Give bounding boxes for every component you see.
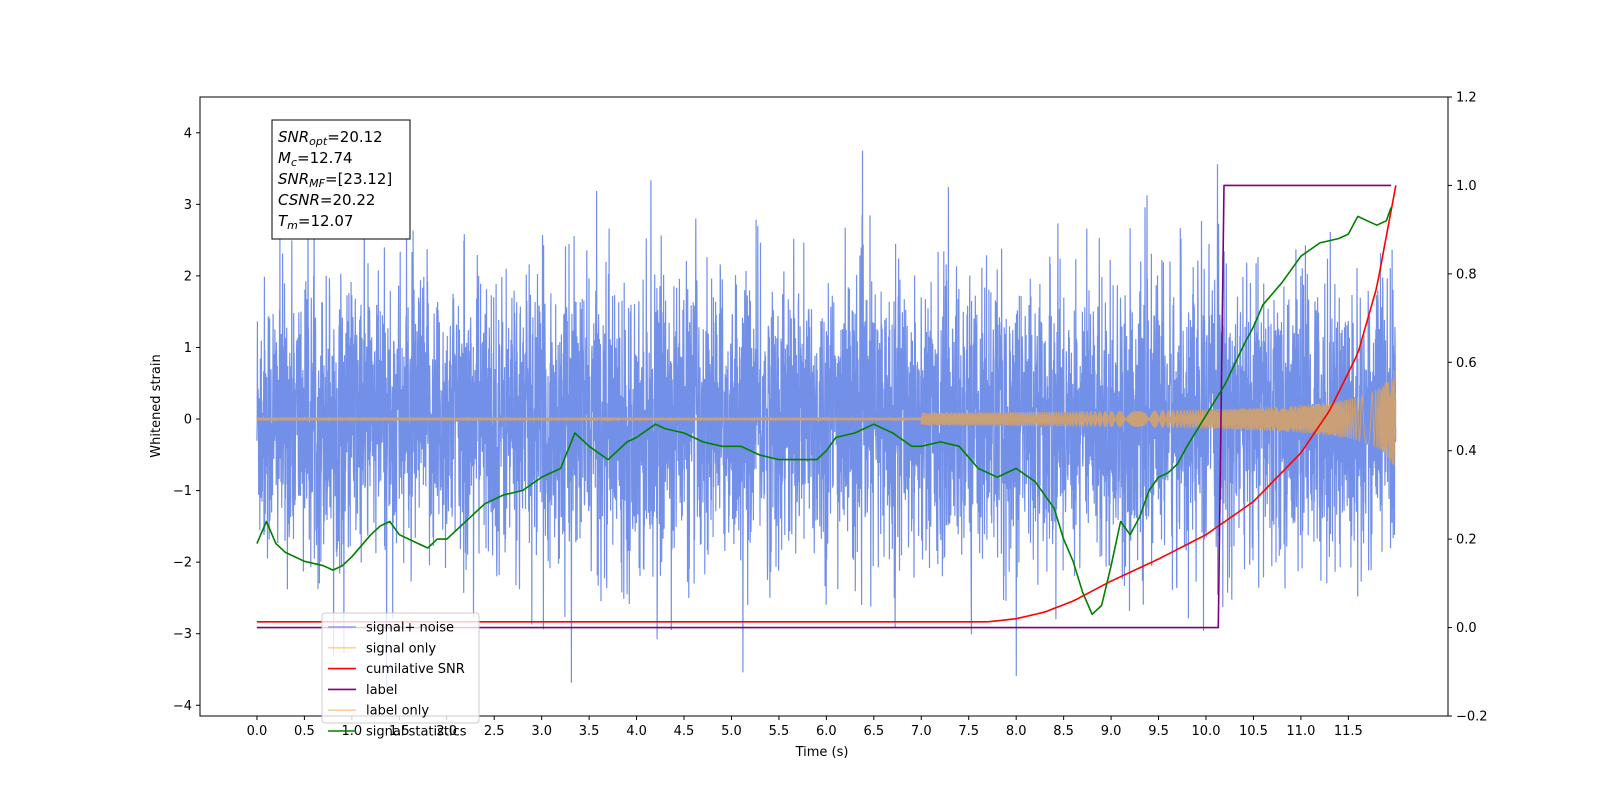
legend-label: signal+ noise: [366, 621, 454, 636]
x-tick-label: 11.0: [1286, 724, 1315, 739]
y-right-tick-label: 0.8: [1456, 267, 1477, 282]
series-signal-noise: [256, 150, 1397, 688]
y-left-tick-label: 3: [184, 198, 192, 213]
y-left-tick-label: −3: [173, 627, 192, 642]
legend-frame: [321, 612, 480, 724]
x-tick-label: 3.5: [579, 724, 600, 739]
y-right-tick-label: 0.6: [1456, 356, 1477, 371]
y-right-tick-label: 0.0: [1456, 621, 1477, 636]
annotation-line: Tm=12.07: [278, 212, 353, 232]
x-tick-label: 5.0: [721, 724, 742, 739]
y-left-tick-label: 0: [184, 413, 192, 428]
x-tick-label: 1.5: [389, 724, 410, 739]
y-left-tick-label: 4: [184, 126, 192, 141]
y-right-tick-label: −0.2: [1456, 710, 1488, 725]
y-left-tick-label: −2: [173, 556, 192, 571]
y-right-tick-label: 0.2: [1456, 533, 1477, 548]
x-tick-label: 10.5: [1239, 724, 1268, 739]
x-tick-label: 11.5: [1334, 724, 1363, 739]
x-tick-label: 10.0: [1192, 724, 1221, 739]
series-signal-only: [256, 370, 1397, 466]
legend-label: cumilative SNR: [366, 662, 465, 677]
annotation-frame: [271, 119, 411, 240]
legend-label: label: [366, 683, 397, 698]
annotation-line: SNRMF=[23.12]: [278, 170, 392, 190]
plot-frame: [199, 96, 1449, 717]
y-right-tick-label: 1.0: [1456, 179, 1477, 194]
series-signal-statistics: [256, 207, 1392, 616]
y-axis-label-left: Whitened strain: [149, 354, 164, 457]
x-tick-label: 0.5: [294, 724, 315, 739]
x-tick-label: 8.5: [1053, 724, 1074, 739]
y-left-tick-label: −1: [173, 484, 192, 499]
legend: signal+ noise signal only cumilative SNR la…: [321, 612, 480, 740]
x-tick-label: 4.5: [674, 724, 695, 739]
annotation-box: SNRopt=20.12Mc=12.74SNRMF=[23.12]CSNR=20…: [271, 119, 411, 240]
y-left-tick-label: −4: [173, 699, 192, 714]
annotation-line: CSNR=20.22: [278, 191, 375, 209]
annotation-line: SNRopt=20.12: [278, 128, 383, 148]
legend-label: signal only: [366, 641, 436, 656]
y-axis-right: 1.2 1.0 0.8 0.6 0.4 0.2 0.0 −0.2: [1448, 91, 1488, 725]
legend-label: label only: [366, 704, 429, 719]
x-tick-label: 2.5: [484, 724, 505, 739]
x-tick-label: 9.0: [1101, 724, 1122, 739]
x-tick-label: 9.5: [1148, 724, 1169, 739]
y-right-tick-label: 1.2: [1456, 91, 1477, 106]
legend-label: signal statistics: [366, 725, 467, 740]
y-right-tick-label: 0.4: [1456, 444, 1477, 459]
annotation-line: Mc=12.74: [278, 149, 353, 169]
x-tick-label: 8.0: [1006, 724, 1027, 739]
x-tick-label: 7.5: [958, 724, 979, 739]
x-tick-label: 2.0: [436, 724, 457, 739]
x-tick-label: 0.0: [247, 724, 268, 739]
x-tick-label: 6.5: [863, 724, 884, 739]
series-label: [256, 184, 1392, 629]
plot-lines: [256, 150, 1397, 688]
y-left-tick-label: 1: [184, 341, 192, 356]
x-axis: 0.0 0.5 1.0 1.5 2.0 2.5 3.0 3.5 4.0 4.5 5.0 5.5 6.0 6…: [247, 716, 1363, 739]
x-tick-label: 6.0: [816, 724, 837, 739]
x-tick-label: 5.5: [769, 724, 790, 739]
x-tick-label: 3.0: [531, 724, 552, 739]
y-axis-left: 4 3 2 1 0 −1 −2 −3 −4: [173, 126, 200, 714]
x-axis-label: Time (s): [795, 745, 849, 760]
y-left-tick-label: 2: [184, 269, 192, 284]
x-tick-label: 4.0: [626, 724, 647, 739]
x-tick-label: 7.0: [911, 724, 932, 739]
